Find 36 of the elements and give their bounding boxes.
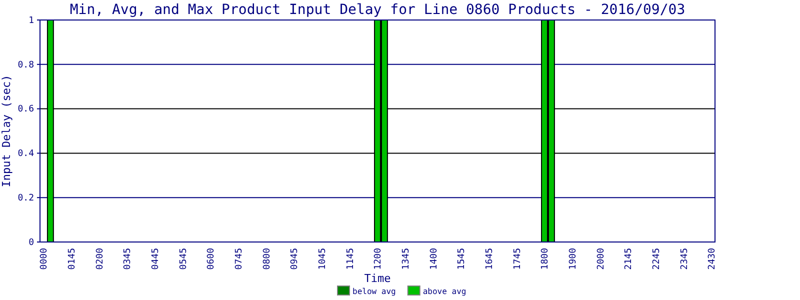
x-tick-label: 2430 (708, 248, 718, 270)
x-tick-label: 1345 (401, 248, 412, 270)
y-tick-label: 0.6 (18, 104, 34, 115)
x-tick-label: 2145 (624, 248, 634, 270)
x-tick-label: 0600 (206, 248, 217, 270)
x-tick-label: 1545 (457, 248, 468, 270)
x-tick-label: 0445 (150, 248, 161, 270)
x-tick-label: 0745 (234, 248, 244, 270)
x-tick-label: 1200 (374, 248, 384, 270)
x-axis-title: Time (364, 272, 391, 285)
x-tick-label: 2245 (652, 248, 662, 270)
x-tick-label: 1800 (540, 248, 551, 270)
x-tick-label: 0800 (262, 248, 272, 270)
x-tick-label: 0345 (123, 248, 134, 270)
x-tick-label: 0200 (95, 248, 106, 270)
x-tick-label: 2345 (680, 248, 690, 270)
x-tick-label: 0145 (67, 248, 78, 270)
x-tick-label: 0945 (290, 248, 300, 270)
y-tick-label: 0 (28, 238, 34, 248)
x-tick-label: 1045 (318, 248, 328, 270)
x-tick-label: 1400 (429, 248, 440, 270)
x-tick-label: 2000 (596, 248, 606, 270)
x-tick-label: 0000 (40, 248, 50, 270)
x-tick-label: 1900 (568, 248, 578, 270)
y-tick-label: 0.2 (18, 193, 34, 204)
y-tick-label: 1 (28, 16, 34, 26)
legend-label: below avg (352, 287, 396, 296)
x-tick-label: 1745 (512, 248, 523, 270)
y-tick-label: 0.8 (18, 60, 34, 70)
x-tick-label: 1145 (346, 248, 356, 270)
x-tick-label: 1645 (484, 248, 495, 270)
x-tick-label: 0545 (178, 248, 189, 270)
y-tick-label: 0.4 (18, 149, 34, 160)
y-axis-title: Input Delay (sec) (0, 74, 13, 188)
legend-label: above avg (422, 287, 466, 296)
chart-title: Min, Avg, and Max Product Input Delay for Line 0860 Products - 2016/09/03 (70, 2, 686, 18)
